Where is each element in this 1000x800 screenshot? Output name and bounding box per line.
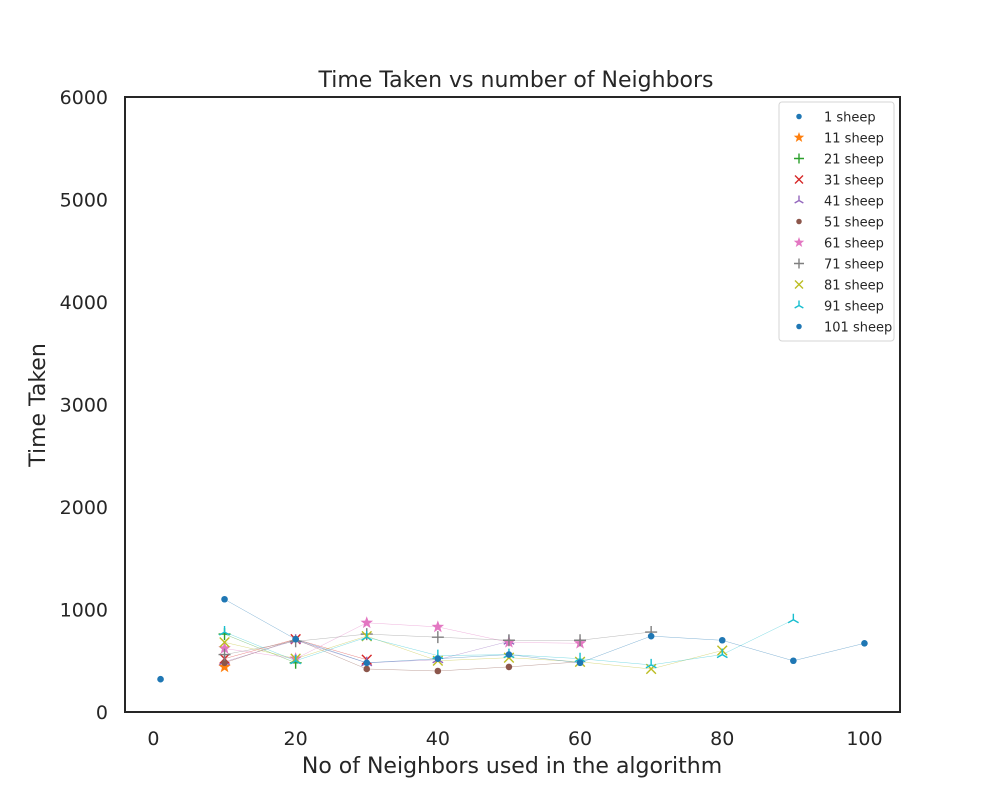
legend-item: 31 sheep xyxy=(794,174,884,189)
data-point xyxy=(434,655,442,662)
legend-item: 41 sheep xyxy=(794,195,884,210)
y-axis: 0 1000 2000 3000 4000 5000 6000 xyxy=(60,87,108,724)
series-line xyxy=(224,638,581,672)
data-point xyxy=(505,663,513,671)
series-line xyxy=(224,635,723,670)
legend-marker xyxy=(794,175,804,184)
legend-item: 91 sheep xyxy=(794,300,884,315)
data-point xyxy=(290,654,302,665)
legend-item: 21 sheep xyxy=(794,153,884,168)
y-tick-label: 0 xyxy=(96,702,108,724)
data-point xyxy=(718,636,726,644)
data-point xyxy=(645,663,657,675)
data-point xyxy=(502,634,515,647)
legend-item: 101 sheep xyxy=(796,321,892,336)
legend-marker xyxy=(796,113,802,120)
data-point xyxy=(787,613,799,624)
data-point xyxy=(434,667,442,675)
data-point xyxy=(645,658,657,669)
series-line xyxy=(224,622,581,659)
y-tick-label: 4000 xyxy=(60,292,108,314)
legend-label: 51 sheep xyxy=(824,216,884,231)
legend-item: 1 sheep xyxy=(796,111,876,126)
x-tick-label: 20 xyxy=(284,728,308,750)
data-point xyxy=(218,648,231,661)
series-6 xyxy=(221,635,584,675)
legend-label: 91 sheep xyxy=(824,300,884,315)
series-line xyxy=(224,633,296,663)
data-point xyxy=(790,657,797,665)
data-point xyxy=(431,631,444,644)
legend-item: 81 sheep xyxy=(794,279,884,294)
legend-item: 11 sheep xyxy=(793,132,884,147)
legend-marker xyxy=(793,237,805,247)
legend-label: 81 sheep xyxy=(824,279,884,294)
data-point xyxy=(431,620,445,633)
legend-item: 71 sheep xyxy=(794,258,884,273)
legend-box xyxy=(778,101,895,342)
x-tick-label: 80 xyxy=(710,728,734,750)
y-tick-label: 1000 xyxy=(60,600,108,622)
series-1 xyxy=(157,675,164,683)
data-point xyxy=(219,637,230,648)
data-point xyxy=(221,595,228,603)
legend-marker xyxy=(794,280,804,289)
data-point xyxy=(218,626,231,636)
data-point xyxy=(363,665,371,673)
x-axis: 0 20 40 60 80 100 xyxy=(147,728,882,750)
legend-marker xyxy=(793,132,805,142)
legend-marker xyxy=(794,300,804,309)
x-axis-label: No of Neighbors used in the algorithm xyxy=(302,754,722,779)
legend-label: 1 sheep xyxy=(824,111,876,126)
x-tick-label: 60 xyxy=(568,728,592,750)
legend-label: 61 sheep xyxy=(824,237,884,252)
series-3 xyxy=(218,628,302,669)
chart-title: Time Taken vs number of Neighbors xyxy=(317,68,713,93)
x-tick-label: 0 xyxy=(147,728,159,750)
data-point xyxy=(576,659,584,667)
data-point xyxy=(505,651,513,658)
y-axis-label: Time Taken xyxy=(26,343,51,468)
series-11 xyxy=(221,595,868,667)
x-tick-label: 40 xyxy=(426,728,450,750)
legend: 1 sheep 11 sheep 21 sheep 31 sheep 41 sheep 5… xyxy=(778,101,895,342)
y-tick-label: 3000 xyxy=(60,395,108,417)
data-point xyxy=(218,641,231,654)
legend-marker xyxy=(796,218,802,225)
plot-frame xyxy=(124,96,901,713)
y-tick-label: 6000 xyxy=(60,87,108,109)
data-point xyxy=(574,634,587,647)
legend-marker xyxy=(796,323,802,330)
legend-label: 101 sheep xyxy=(824,321,892,336)
y-tick-label: 5000 xyxy=(60,190,108,212)
data-point xyxy=(647,632,655,640)
data-point xyxy=(716,648,728,659)
series-2 xyxy=(218,660,231,673)
legend-marker xyxy=(794,195,804,204)
data-point xyxy=(292,635,299,643)
legend-item: 51 sheep xyxy=(796,216,884,231)
legend-label: 41 sheep xyxy=(824,195,884,210)
legend-label: 11 sheep xyxy=(824,132,884,147)
legend-item: 61 sheep xyxy=(793,237,884,252)
legend-label: 31 sheep xyxy=(824,174,884,189)
legend-label: 21 sheep xyxy=(824,153,884,168)
series-line xyxy=(224,599,865,664)
data-point xyxy=(360,616,374,629)
plot-series xyxy=(157,595,868,683)
y-tick-label: 2000 xyxy=(60,497,108,519)
data-point xyxy=(221,659,228,667)
legend-marker xyxy=(794,258,804,269)
legend-label: 71 sheep xyxy=(824,258,884,273)
data-point xyxy=(861,640,868,647)
data-point xyxy=(361,631,373,641)
x-tick-label: 100 xyxy=(846,728,882,750)
data-point xyxy=(218,660,231,673)
legend-marker xyxy=(794,153,804,164)
data-point xyxy=(363,659,371,667)
data-point xyxy=(157,675,164,683)
